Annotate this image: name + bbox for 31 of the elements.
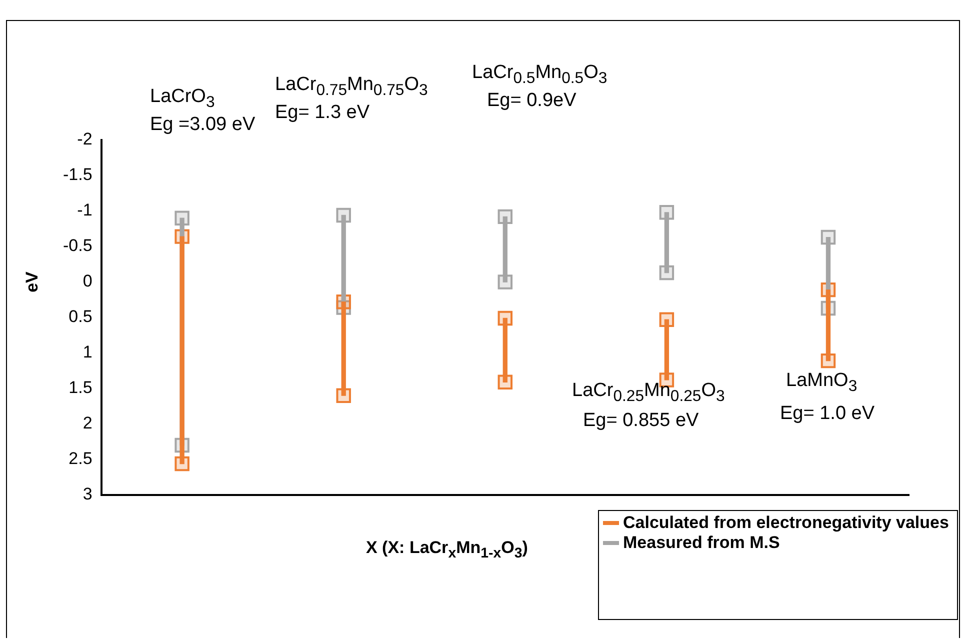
y-tick-label: -0.5 bbox=[62, 236, 92, 256]
text: Eg= 0.9eV bbox=[487, 90, 576, 112]
bar bbox=[502, 318, 508, 382]
text: Eg= 1.3 eV bbox=[275, 102, 370, 124]
y-tick-label: -1.5 bbox=[62, 165, 92, 184]
bar bbox=[341, 302, 346, 396]
x-axis-title: X (X: LaCr$_{x}$Mn$_{1-x}$O$_{3}$) bbox=[366, 538, 528, 562]
annotation: Eg= 1.0 eV bbox=[780, 403, 875, 425]
text: LaCr$_{0.5}$Mn$_{0.5}$O$_{3}$ bbox=[472, 62, 608, 88]
legend-label: Calculated from electronegativity values bbox=[623, 513, 949, 533]
text: LaCrO$_{3}$ bbox=[150, 86, 215, 112]
legend-label: Measured from M.S bbox=[623, 533, 780, 553]
annotation: LaCr$_{0.25}$Mn$_{0.25}$O$_{3}$ bbox=[572, 380, 725, 406]
y-tick-label: 0.5 bbox=[68, 307, 92, 326]
bar bbox=[664, 319, 670, 380]
bar bbox=[664, 212, 670, 274]
bar bbox=[502, 216, 508, 282]
y-tick-label: 1 bbox=[82, 342, 92, 362]
y-tick-label: 3 bbox=[82, 484, 92, 504]
text: Eg =3.09 eV bbox=[150, 114, 256, 136]
bar bbox=[826, 289, 831, 362]
y-tick-label: 2.5 bbox=[68, 449, 92, 468]
y-tick-label: 0 bbox=[82, 272, 92, 291]
y-tick-label: 2 bbox=[82, 414, 92, 433]
text: LaCr$_{0.75}$Mn$_{0.75}$O$_{3}$ bbox=[275, 74, 428, 100]
annotation: Eg= 0.855 eV bbox=[583, 410, 699, 432]
y-tick-label: -2 bbox=[77, 130, 92, 149]
y-tick-label: 1.5 bbox=[68, 378, 92, 398]
annotation: LaMnO$_{3}$ bbox=[786, 370, 858, 396]
y-axis-title: eV bbox=[22, 272, 42, 292]
y-tick-label: -1 bbox=[77, 200, 92, 220]
